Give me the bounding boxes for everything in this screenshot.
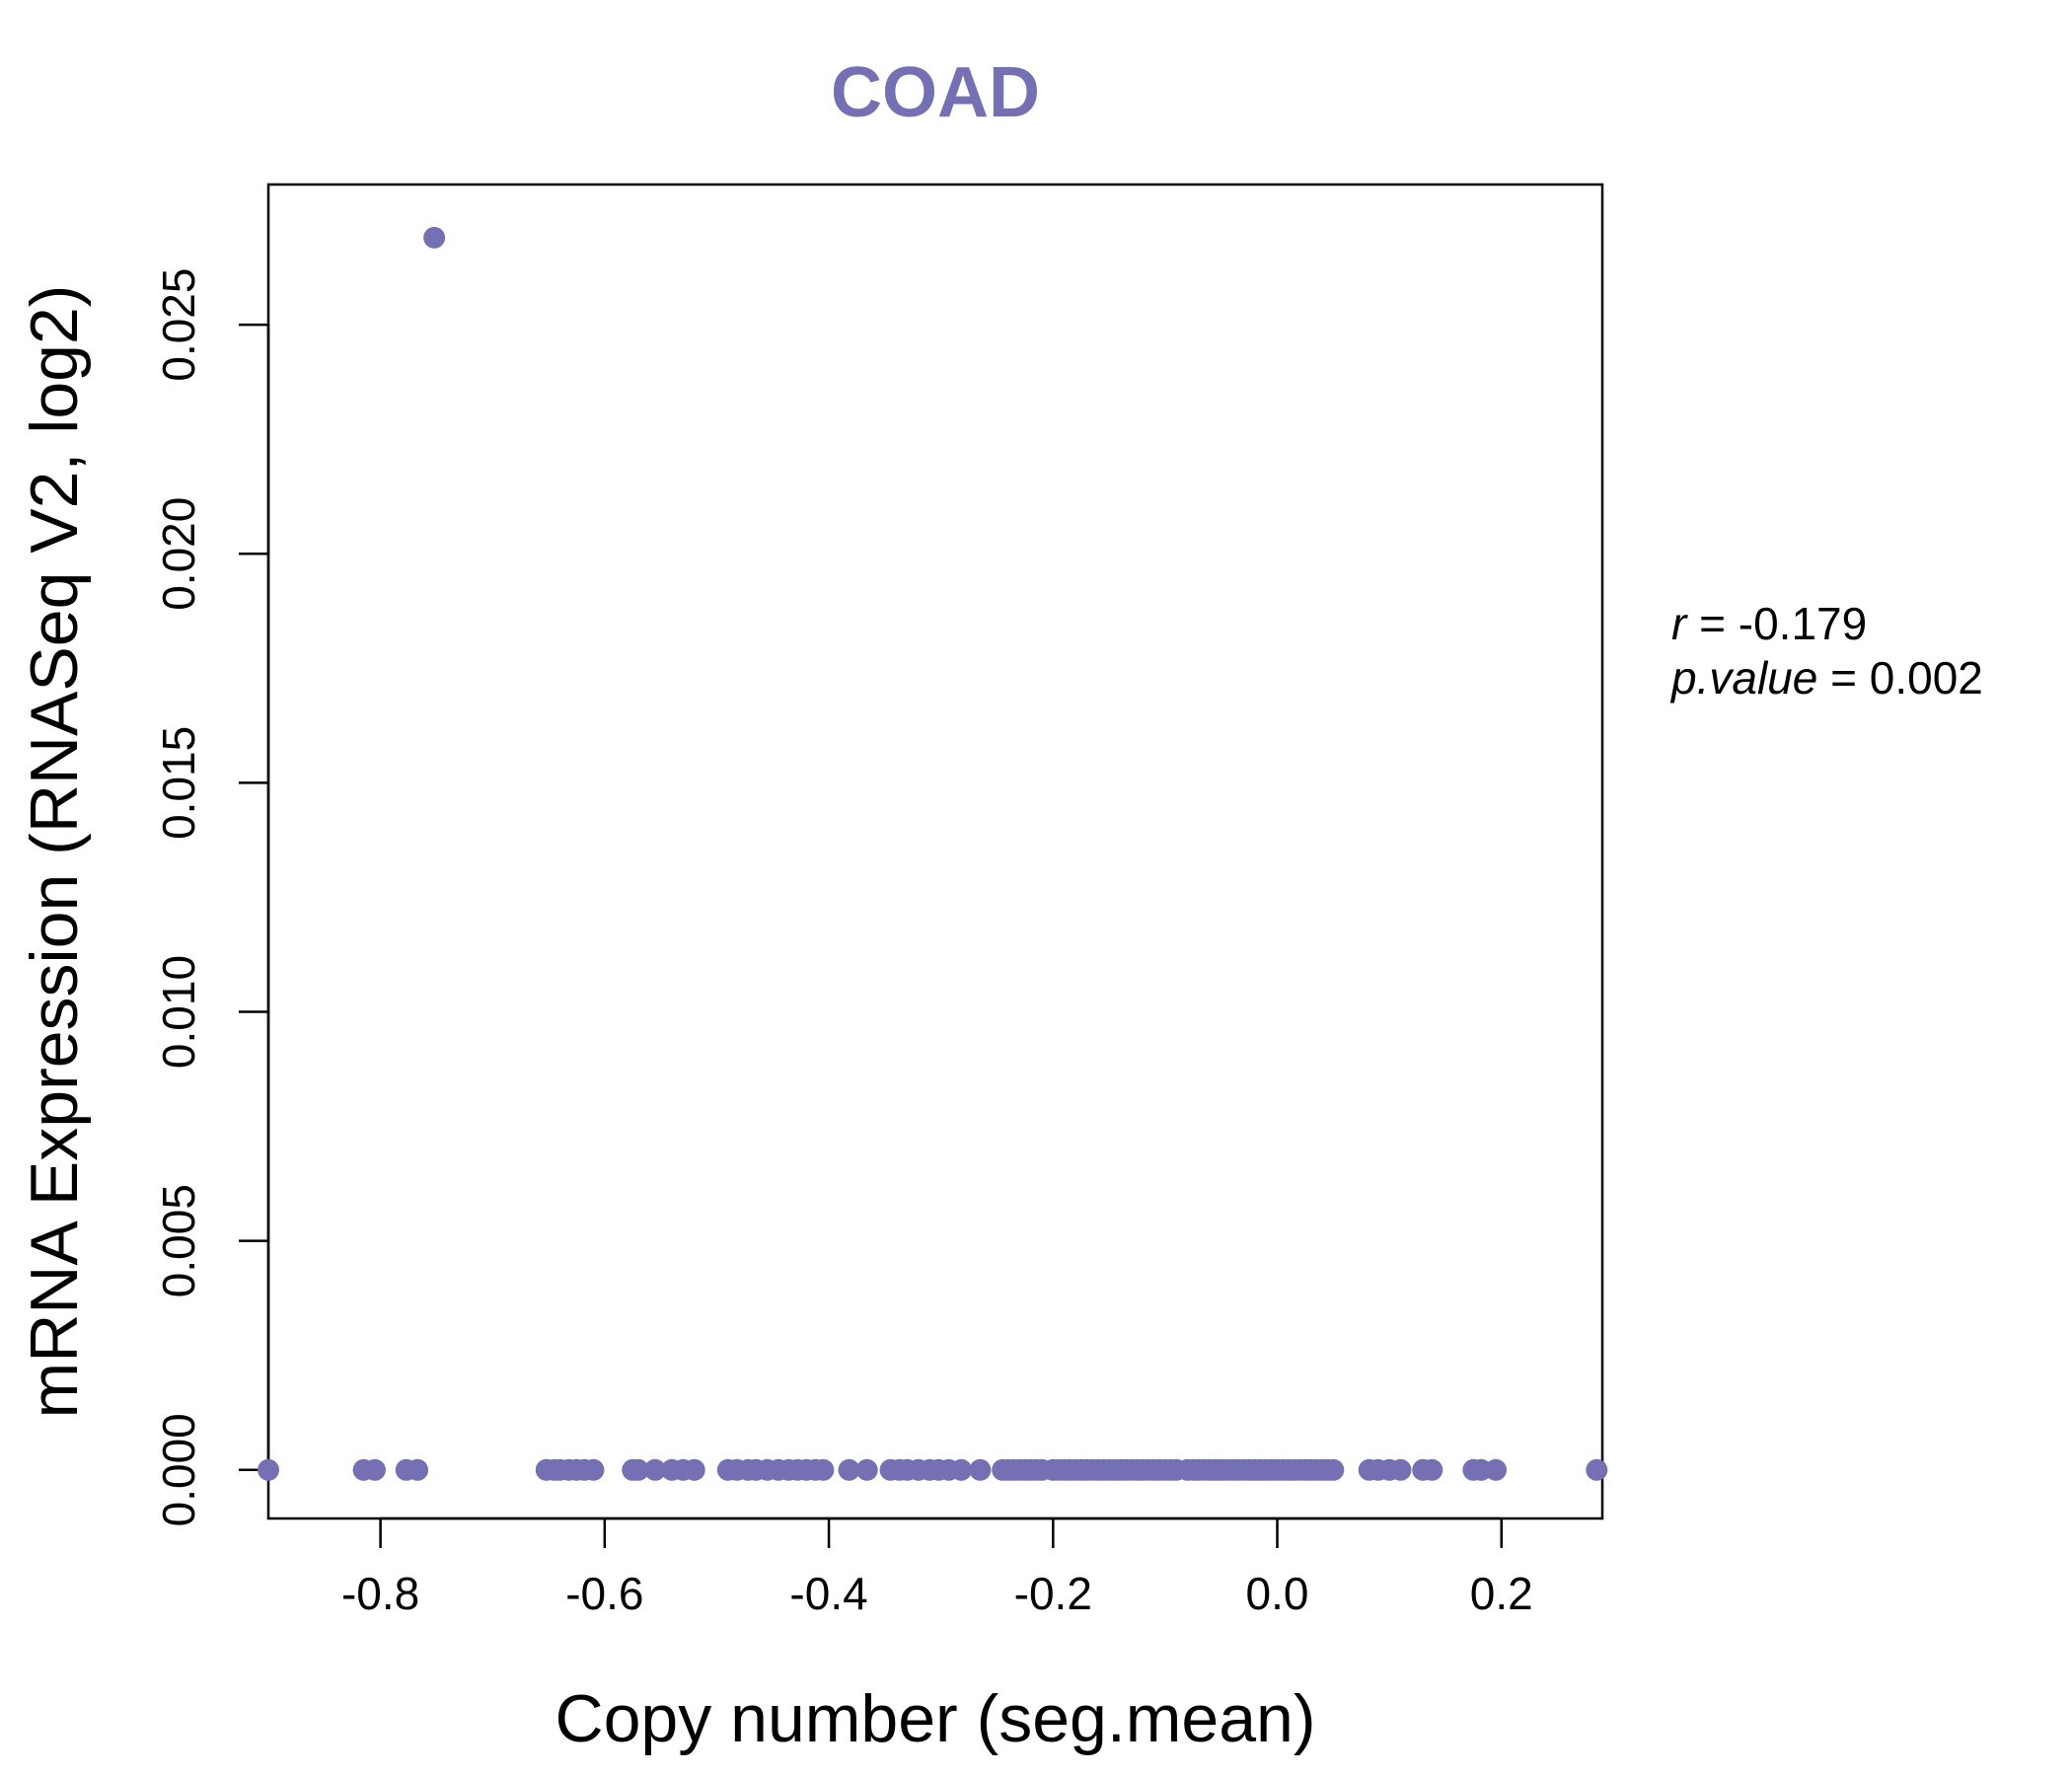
data-point — [1389, 1458, 1412, 1481]
data-point — [1586, 1458, 1608, 1481]
y-tick-label: 0.015 — [153, 726, 204, 840]
data-point — [582, 1458, 605, 1481]
data-points — [258, 226, 1608, 1481]
plot-frame — [266, 183, 1604, 1520]
r-value: -0.179 — [1739, 598, 1867, 649]
data-point — [683, 1458, 705, 1481]
data-point — [1322, 1458, 1345, 1481]
data-point — [627, 1458, 649, 1481]
y-tick-label: 0.005 — [153, 1184, 204, 1297]
data-point — [423, 226, 446, 249]
data-point — [812, 1458, 835, 1481]
data-point — [1421, 1458, 1443, 1481]
data-point — [363, 1458, 386, 1481]
data-point — [643, 1458, 666, 1481]
x-tick-label: -0.2 — [1014, 1568, 1092, 1619]
r-label: r — [1671, 598, 1688, 649]
data-point — [407, 1458, 429, 1481]
y-axis: 0.000 0.005 0.010 0.015 0.020 0.025 — [153, 268, 270, 1526]
svg-text:r = -0.179: r = -0.179 — [1671, 598, 1867, 649]
svg-text:p.value = 0.002: p.value = 0.002 — [1669, 652, 1983, 703]
data-point — [969, 1458, 992, 1481]
x-tick-label: -0.6 — [565, 1568, 643, 1619]
data-point — [1485, 1458, 1508, 1481]
x-axis-label: Copy number (seg.mean) — [555, 1681, 1315, 1756]
y-axis-label: mRNA Expression (RNASeq V2, log2) — [17, 285, 92, 1419]
x-tick-label: -0.8 — [341, 1568, 419, 1619]
y-tick-label: 0.025 — [153, 268, 204, 382]
x-tick-label: 0.0 — [1246, 1568, 1309, 1619]
data-point — [838, 1458, 860, 1481]
data-point — [950, 1458, 973, 1481]
data-point — [258, 1458, 279, 1481]
p-equals: = — [1830, 652, 1870, 703]
x-axis: -0.8 -0.6 -0.4 -0.2 0.0 0.2 — [341, 1517, 1533, 1619]
p-label: p.value — [1669, 652, 1817, 703]
x-tick-label: -0.4 — [789, 1568, 867, 1619]
y-tick-label: 0.020 — [153, 497, 204, 611]
stats-annotation: r = -0.179 p.value = 0.002 — [1669, 598, 1983, 703]
r-equals: = — [1699, 598, 1739, 649]
y-tick-label: 0.000 — [153, 1413, 204, 1526]
x-tick-label: 0.2 — [1470, 1568, 1533, 1619]
data-point — [855, 1458, 878, 1481]
chart-title: COAD — [831, 53, 1040, 132]
y-tick-label: 0.010 — [153, 955, 204, 1069]
p-value: 0.002 — [1870, 652, 1983, 703]
